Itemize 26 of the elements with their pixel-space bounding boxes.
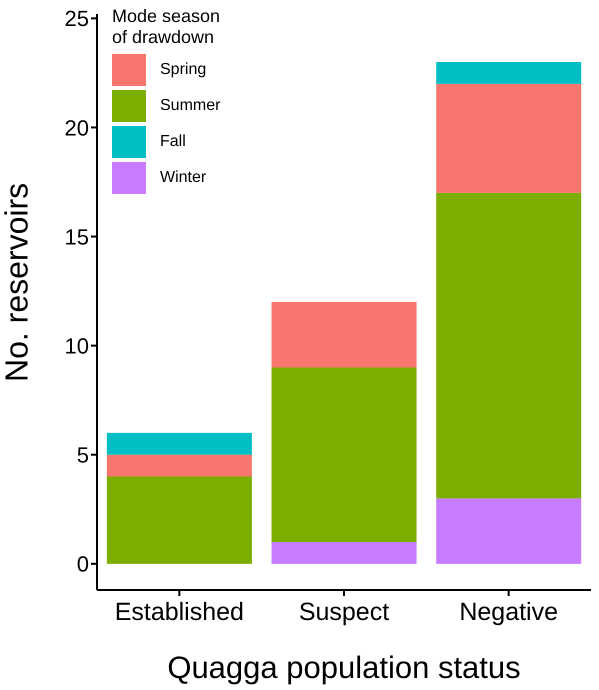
x-tick-label: Negative	[459, 598, 558, 626]
bar	[106, 476, 252, 564]
bar	[272, 367, 417, 542]
y-tick-label: 5	[76, 442, 89, 468]
bar	[436, 62, 582, 84]
y-tick-label: 25	[64, 6, 89, 32]
legend-label: Summer	[160, 97, 220, 115]
bar	[272, 542, 417, 564]
legend-label: Winter	[160, 169, 206, 187]
y-axis-title: No. reservoirs	[0, 182, 34, 382]
y-tick-label: 10	[64, 333, 89, 358]
x-axis-title: Quagga population status	[167, 650, 521, 685]
bar	[436, 192, 582, 498]
x-tick-label: Established	[114, 598, 244, 626]
legend-label: Fall	[160, 133, 186, 151]
bar	[272, 302, 417, 368]
y-tick-label: 0	[76, 552, 89, 577]
bar	[106, 432, 252, 455]
bar	[436, 498, 582, 564]
y-tick-label: 15	[64, 224, 89, 250]
bar	[436, 84, 582, 193]
x-tick-label: Suspect	[298, 598, 390, 626]
bar	[106, 454, 252, 477]
y-tick-label: 20	[64, 115, 89, 140]
legend-title: Mode season of drawdown	[112, 6, 220, 48]
legend-label: Spring	[160, 61, 206, 79]
